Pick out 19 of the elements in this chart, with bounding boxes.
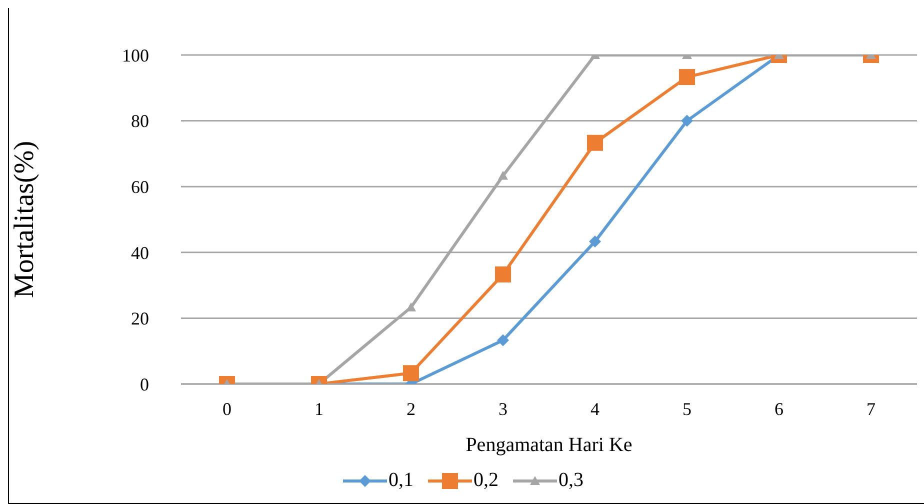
x-axis-title: Pengamatan Hari Ke — [466, 434, 632, 456]
legend-label: 0,2 — [474, 469, 498, 492]
y-tick-label: 0 — [140, 374, 149, 394]
y-tick-label: 80 — [131, 111, 149, 132]
x-tick-label: 5 — [682, 398, 692, 419]
x-tick-label: 1 — [314, 398, 324, 419]
legend-label: 0,3 — [558, 469, 584, 492]
y-axis-title: Mortalitas(%) — [8, 140, 40, 298]
y-tick-label: 100 — [122, 45, 149, 66]
x-tick-label: 6 — [774, 398, 784, 419]
x-tick-label: 0 — [222, 398, 232, 419]
x-tick-label: 7 — [866, 398, 876, 419]
y-tick-label: 40 — [131, 242, 149, 263]
x-tick-label: 4 — [590, 398, 600, 419]
y-tick-label: 60 — [131, 176, 149, 197]
y-tick-label: 20 — [131, 308, 149, 329]
legend-label: 0,1 — [388, 469, 414, 492]
x-tick-label: 3 — [498, 398, 508, 419]
x-tick-label: 2 — [406, 398, 416, 419]
